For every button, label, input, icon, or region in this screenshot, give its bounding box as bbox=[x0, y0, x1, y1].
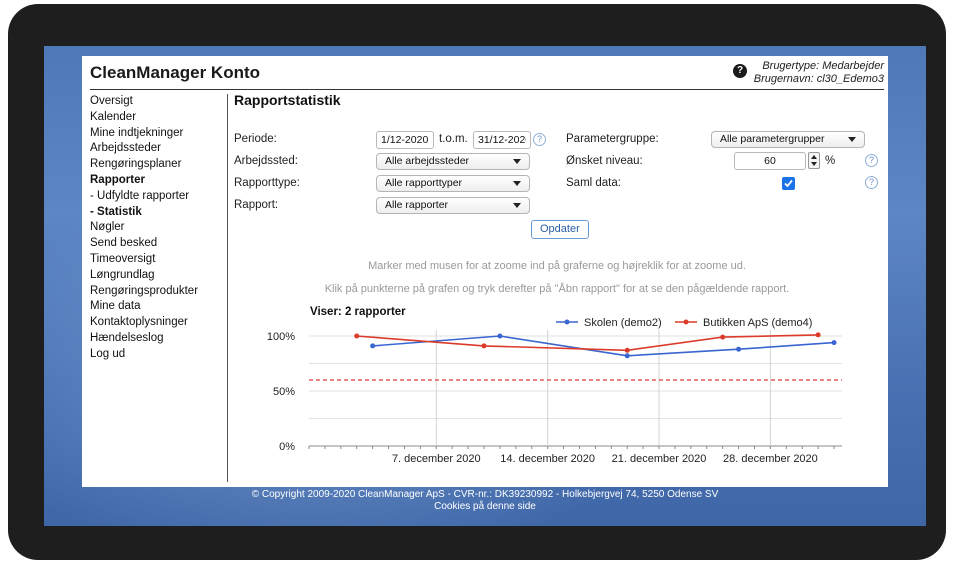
question-circle-icon[interactable]: ? bbox=[733, 64, 747, 78]
onsket-niveau-input[interactable] bbox=[734, 152, 806, 170]
data-point[interactable] bbox=[736, 346, 742, 352]
main-panel: CleanManager Konto ? Brugertype: Medarbe… bbox=[82, 56, 888, 487]
rapport-label: Rapport: bbox=[234, 199, 279, 211]
data-point[interactable] bbox=[481, 343, 487, 349]
niveau-stepper[interactable] bbox=[808, 152, 820, 169]
title-divider bbox=[90, 89, 884, 90]
data-point[interactable] bbox=[815, 332, 821, 338]
chevron-down-icon bbox=[513, 203, 521, 208]
sidebar-item-mine-indtjekninger[interactable]: Mine indtjekninger bbox=[90, 126, 184, 139]
sidebar-item-kontaktoplysninger[interactable]: Kontaktoplysninger bbox=[90, 316, 188, 329]
sidebar-item-løngrundlag[interactable]: Løngrundlag bbox=[90, 268, 155, 281]
legend-label[interactable]: Skolen (demo2) bbox=[584, 317, 662, 329]
footer-copyright: © Copyright 2009-2020 CleanManager ApS -… bbox=[251, 489, 719, 500]
screen: CleanManager Konto ? Brugertype: Medarbe… bbox=[44, 46, 926, 526]
zoom-hint: Marker med musen for at zoome ind på gra… bbox=[368, 260, 746, 272]
sidebar-item-hændelseslog[interactable]: Hændelseslog bbox=[90, 331, 164, 344]
saml-data-label: Saml data: bbox=[566, 177, 621, 189]
saml-help-icon[interactable]: ? bbox=[865, 176, 878, 189]
sidebar-item-send-besked[interactable]: Send besked bbox=[90, 237, 158, 250]
rapporttype-label: Rapporttype: bbox=[234, 177, 300, 189]
parametergruppe-select[interactable]: Alle parametergrupper bbox=[711, 131, 865, 148]
chevron-down-icon bbox=[848, 137, 856, 142]
data-point[interactable] bbox=[354, 333, 360, 339]
cookies-link[interactable]: Cookies på denne side bbox=[434, 501, 536, 512]
data-point[interactable] bbox=[720, 334, 726, 340]
rapporttype-select[interactable]: Alle rapporttyper bbox=[376, 175, 530, 192]
parametergruppe-value: Alle parametergrupper bbox=[720, 133, 825, 145]
data-point[interactable] bbox=[624, 353, 630, 359]
app-title: CleanManager Konto bbox=[90, 63, 261, 82]
arbejdssted-label: Arbejdssted: bbox=[234, 155, 298, 167]
update-button[interactable]: Opdater bbox=[531, 220, 589, 239]
sidebar-item-arbejdssteder[interactable]: Arbejdssteder bbox=[90, 142, 161, 155]
report-chart[interactable]: Viser: 2 rapporter 7. december 2020 14. d… bbox=[82, 56, 888, 487]
sidebar-item-statistik[interactable]: - Statistik bbox=[90, 205, 142, 218]
click-hint: Klik på punkterne på grafen og tryk dere… bbox=[324, 283, 790, 295]
sidebar-item-mine-data[interactable]: Mine data bbox=[90, 300, 141, 313]
sidebar-item-kalender[interactable]: Kalender bbox=[90, 110, 137, 123]
onsket-niveau-label: Ønsket niveau: bbox=[566, 155, 643, 167]
sidebar-item-rengøringsprodukter[interactable]: Rengøringsprodukter bbox=[90, 284, 199, 297]
y-tick-label: 50% bbox=[273, 386, 295, 398]
shows-label: Viser: 2 rapporter bbox=[310, 306, 406, 318]
niveau-help-icon[interactable]: ? bbox=[865, 154, 878, 167]
data-point[interactable] bbox=[497, 333, 503, 339]
periode-label: Periode: bbox=[234, 133, 277, 145]
user-type: Brugertype: Medarbejder bbox=[762, 60, 884, 72]
saml-data-checkbox[interactable] bbox=[782, 177, 795, 190]
sidebar-nav: Oversigt Kalender Mine indtjekninger Arbejd… bbox=[90, 94, 230, 363]
sidebar-item-nøgler[interactable]: Nøgler bbox=[90, 221, 125, 234]
x-tick-label: 7. december 2020 bbox=[392, 453, 481, 465]
data-point[interactable] bbox=[370, 343, 376, 349]
x-tick-label: 21. december 2020 bbox=[612, 453, 707, 465]
chevron-down-icon bbox=[513, 159, 521, 164]
sidebar-item-oversigt[interactable]: Oversigt bbox=[90, 95, 133, 107]
parametergruppe-label: Parametergruppe: bbox=[566, 133, 659, 145]
rapport-value: Alle rapporter bbox=[385, 199, 449, 211]
x-tick-label: 28. december 2020 bbox=[723, 453, 818, 465]
check-icon bbox=[784, 179, 793, 188]
arbejdssted-value: Alle arbejdssteder bbox=[385, 155, 470, 167]
user-info: Brugertype: Medarbejder Brugernavn: cl30… bbox=[754, 60, 884, 86]
y-tick-label: 0% bbox=[279, 441, 295, 453]
device-bezel: CleanManager Konto ? Brugertype: Medarbe… bbox=[8, 4, 946, 560]
user-name: Brugernavn: cl30_Edemo3 bbox=[753, 73, 884, 85]
sidebar-item-rapporter[interactable]: Rapporter bbox=[90, 173, 145, 186]
series-line-1 bbox=[372, 335, 835, 357]
y-tick-label: 100% bbox=[267, 331, 295, 343]
legend-label[interactable]: Butikken ApS (demo4) bbox=[703, 317, 812, 329]
chevron-down-icon bbox=[513, 181, 521, 186]
x-tick-label: 14. december 2020 bbox=[500, 453, 595, 465]
sidebar-item-rengøringsplaner[interactable]: Rengøringsplaner bbox=[90, 158, 182, 171]
sidebar-item-timeoversigt[interactable]: Timeoversigt bbox=[90, 252, 156, 265]
data-point[interactable] bbox=[624, 347, 630, 353]
tom-label: t.o.m. bbox=[439, 133, 468, 145]
date-to-input[interactable] bbox=[473, 131, 531, 149]
arbejdssted-select[interactable]: Alle arbejdssteder bbox=[376, 153, 530, 170]
sidebar-item-log-ud[interactable]: Log ud bbox=[90, 347, 126, 360]
percent-label: % bbox=[825, 155, 836, 167]
data-point[interactable] bbox=[831, 340, 837, 346]
legend-marker bbox=[564, 319, 570, 325]
sidebar-divider bbox=[227, 94, 228, 482]
page-title: Rapportstatistik bbox=[234, 92, 341, 108]
rapport-select[interactable]: Alle rapporter bbox=[376, 197, 530, 214]
sidebar-item-udfyldte-rapporter[interactable]: - Udfyldte rapporter bbox=[90, 189, 190, 202]
date-from-input[interactable] bbox=[376, 131, 434, 149]
rapporttype-value: Alle rapporttyper bbox=[385, 177, 463, 189]
legend-marker bbox=[683, 319, 689, 325]
periode-help-icon[interactable]: ? bbox=[533, 133, 546, 146]
